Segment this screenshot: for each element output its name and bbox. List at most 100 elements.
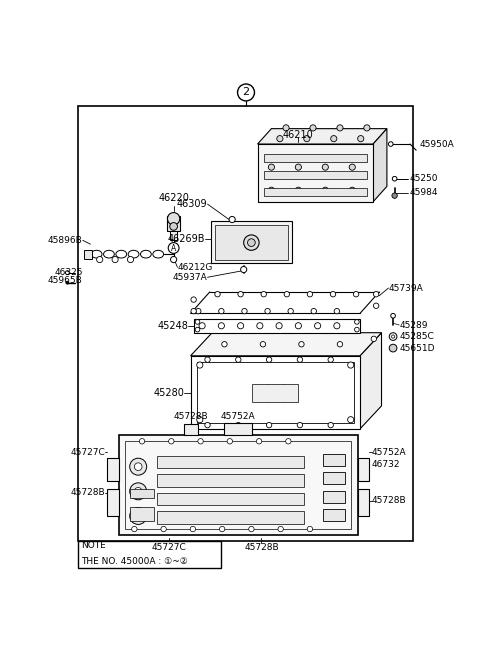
Circle shape xyxy=(350,165,355,170)
Bar xyxy=(131,489,154,498)
Circle shape xyxy=(307,527,312,532)
Ellipse shape xyxy=(141,250,151,258)
Circle shape xyxy=(238,84,254,101)
Text: 45248: 45248 xyxy=(157,321,188,331)
Circle shape xyxy=(134,487,142,495)
Circle shape xyxy=(304,136,310,141)
Bar xyxy=(197,362,354,422)
Circle shape xyxy=(373,291,379,297)
Circle shape xyxy=(236,422,241,428)
Circle shape xyxy=(112,257,118,263)
Bar xyxy=(184,424,198,435)
Bar xyxy=(168,215,180,231)
Circle shape xyxy=(198,439,203,444)
Circle shape xyxy=(268,187,275,193)
Circle shape xyxy=(219,309,224,314)
Circle shape xyxy=(66,281,69,284)
Text: 45250: 45250 xyxy=(410,174,439,183)
Bar xyxy=(323,454,345,466)
Circle shape xyxy=(127,257,133,263)
Circle shape xyxy=(296,157,300,162)
Circle shape xyxy=(161,527,166,532)
Circle shape xyxy=(229,216,235,223)
Text: 46210: 46210 xyxy=(283,130,314,140)
Circle shape xyxy=(65,271,69,274)
Circle shape xyxy=(248,239,255,246)
Circle shape xyxy=(269,165,274,170)
Text: 45896B: 45896B xyxy=(48,236,83,245)
Circle shape xyxy=(355,328,359,332)
Text: 46309: 46309 xyxy=(177,199,207,209)
Circle shape xyxy=(276,323,282,329)
Circle shape xyxy=(191,309,196,314)
Circle shape xyxy=(168,242,179,253)
Polygon shape xyxy=(191,333,382,356)
Text: 45752A: 45752A xyxy=(221,412,256,421)
Circle shape xyxy=(219,527,225,532)
Circle shape xyxy=(244,235,259,250)
Circle shape xyxy=(322,164,328,170)
Text: 45984: 45984 xyxy=(410,188,439,197)
Text: NOTE: NOTE xyxy=(81,541,106,550)
Bar xyxy=(215,225,288,259)
Circle shape xyxy=(371,336,376,341)
Text: 46732: 46732 xyxy=(372,460,400,469)
Circle shape xyxy=(373,303,379,309)
Bar xyxy=(194,319,360,333)
Bar xyxy=(84,250,92,259)
Circle shape xyxy=(170,223,178,231)
Circle shape xyxy=(299,341,304,347)
Circle shape xyxy=(238,291,243,297)
Circle shape xyxy=(389,345,397,352)
Bar xyxy=(108,458,119,481)
Bar xyxy=(358,489,369,516)
Ellipse shape xyxy=(116,250,127,258)
Circle shape xyxy=(195,309,201,314)
Circle shape xyxy=(364,125,370,131)
Circle shape xyxy=(337,341,343,347)
Bar xyxy=(131,508,154,521)
Circle shape xyxy=(130,483,147,500)
Ellipse shape xyxy=(104,250,114,258)
Circle shape xyxy=(392,176,397,181)
Text: 45280: 45280 xyxy=(154,388,184,398)
Text: 46325: 46325 xyxy=(54,268,83,277)
Circle shape xyxy=(139,439,145,444)
Circle shape xyxy=(199,323,205,329)
Text: 46220: 46220 xyxy=(158,193,189,203)
Circle shape xyxy=(392,193,397,198)
Circle shape xyxy=(130,458,147,475)
Circle shape xyxy=(197,417,203,422)
Text: 45285C: 45285C xyxy=(399,332,434,341)
Circle shape xyxy=(227,439,232,444)
Circle shape xyxy=(288,309,293,314)
Circle shape xyxy=(215,291,220,297)
Circle shape xyxy=(168,213,180,225)
Circle shape xyxy=(260,341,265,347)
Circle shape xyxy=(334,309,339,314)
Circle shape xyxy=(268,164,275,170)
Circle shape xyxy=(331,136,337,141)
Circle shape xyxy=(349,187,355,193)
Circle shape xyxy=(191,297,196,303)
Circle shape xyxy=(295,164,301,170)
Bar xyxy=(264,154,367,162)
Circle shape xyxy=(295,323,301,329)
Circle shape xyxy=(205,357,210,362)
Circle shape xyxy=(348,362,354,368)
Bar xyxy=(78,105,413,540)
Circle shape xyxy=(238,323,244,329)
Circle shape xyxy=(296,165,300,170)
Text: 45965B: 45965B xyxy=(48,276,83,285)
Bar xyxy=(258,144,373,202)
Circle shape xyxy=(257,323,263,329)
Circle shape xyxy=(334,323,340,329)
Text: 45739A: 45739A xyxy=(388,284,423,293)
Circle shape xyxy=(222,341,227,347)
Circle shape xyxy=(392,335,395,338)
Bar xyxy=(157,512,304,523)
Circle shape xyxy=(330,291,336,297)
Circle shape xyxy=(353,291,359,297)
Polygon shape xyxy=(258,128,387,144)
Circle shape xyxy=(328,357,334,362)
